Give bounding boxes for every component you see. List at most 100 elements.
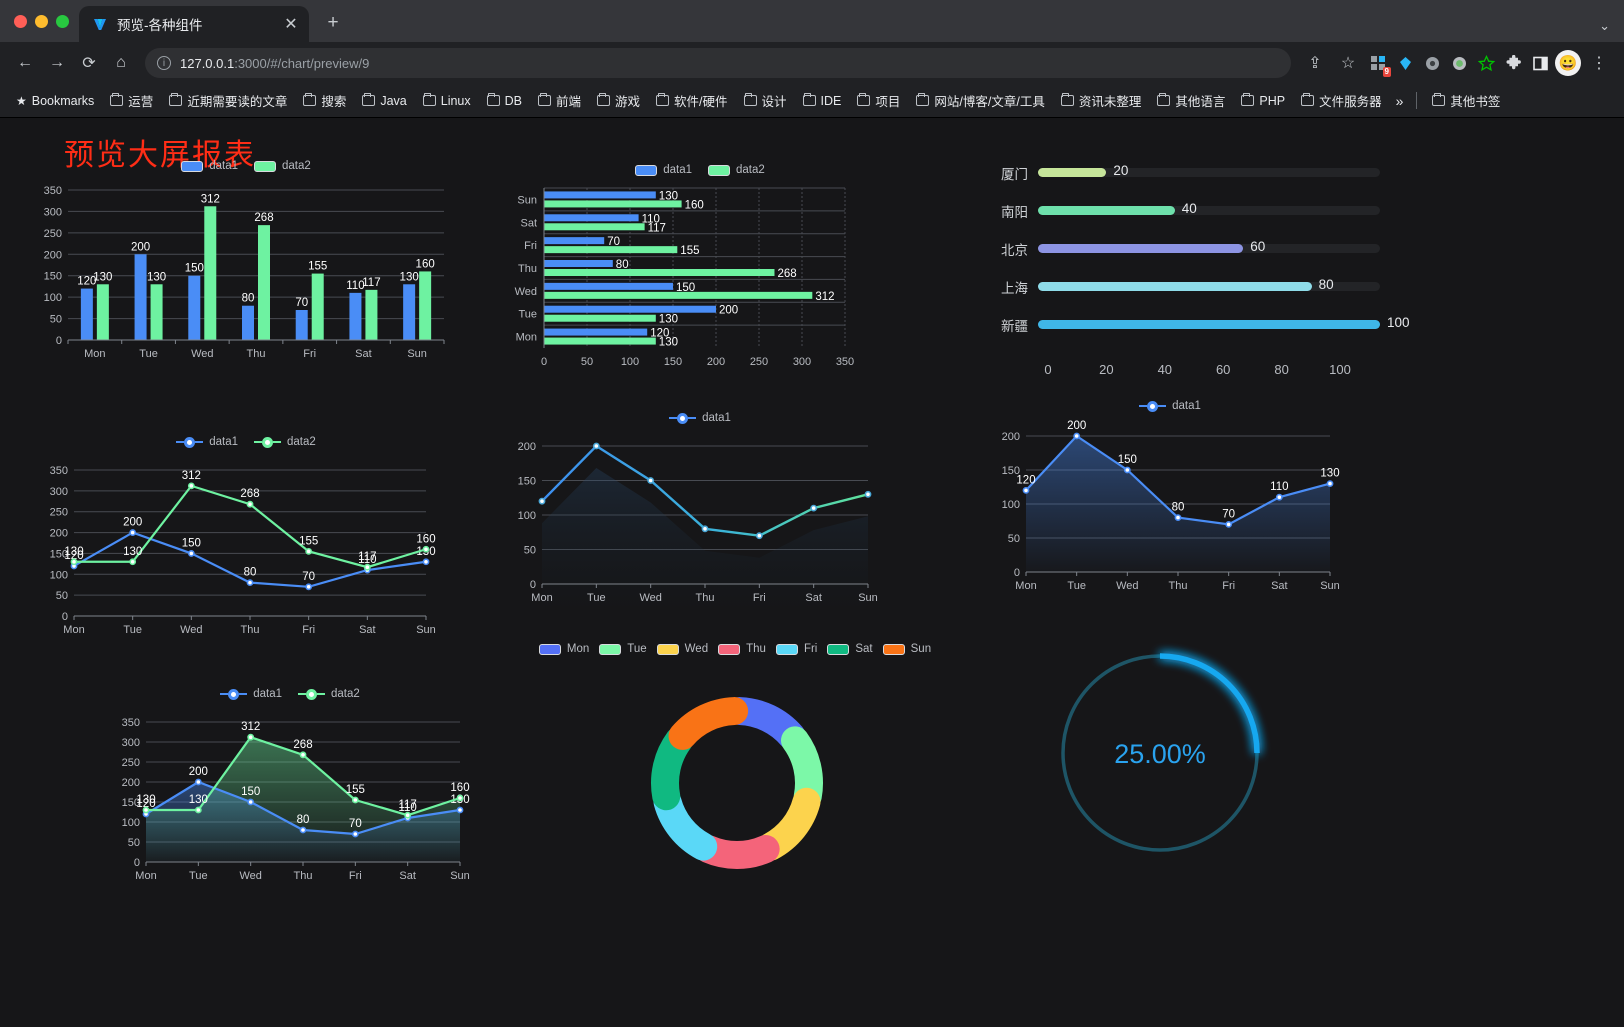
close-icon[interactable]: ✕ [284,16,298,33]
legend-item[interactable]: data1 [669,412,731,424]
legend-item[interactable]: data1 [220,688,282,700]
svg-text:80: 80 [244,567,257,579]
bookmarks-overflow-button[interactable]: » [1395,92,1404,109]
share-icon[interactable]: ⇪ [1308,55,1322,72]
close-window-button[interactable] [14,14,27,28]
legend-item[interactable]: data2 [254,436,316,448]
bookmark-item[interactable]: 近期需要读的文章 [162,88,294,113]
legend-item[interactable]: data1 [181,160,238,172]
svg-text:312: 312 [241,721,260,733]
bookmark-item[interactable]: 软件/硬件 [649,88,734,113]
legend-item[interactable]: Sat [827,643,873,655]
puzzle-icon[interactable] [1501,51,1525,75]
svg-text:Sat: Sat [1271,580,1288,592]
bookmark-item[interactable]: 运营 [103,88,160,113]
site-info-icon[interactable]: i [157,56,171,70]
svg-text:70: 70 [302,571,315,583]
star-outline-icon[interactable] [1474,51,1498,75]
bookmark-item[interactable]: 文件服务器 [1294,88,1389,113]
bookmark-item-root[interactable]: ★ Bookmarks [9,91,101,111]
address-bar[interactable]: i 127.0.0.1:3000/#/chart/preview/9 [145,48,1291,78]
svg-text:312: 312 [182,470,201,482]
pie-slice[interactable] [694,835,780,869]
circle-green-icon[interactable] [1447,51,1471,75]
bookmark-item[interactable]: 游戏 [590,88,647,113]
svg-text:268: 268 [293,739,312,751]
legend-item[interactable]: data2 [254,160,311,172]
avatar[interactable]: 😀 [1555,50,1581,76]
svg-text:Wed: Wed [515,286,537,298]
svg-text:160: 160 [416,258,435,270]
heart-icon [91,16,108,33]
legend-line [1139,400,1167,412]
bookmark-label: 设计 [761,95,787,109]
legend-item[interactable]: Wed [656,643,708,655]
bookmark-item[interactable]: 网站/博客/文章/工具 [909,88,1051,113]
chart-progress-bars: 厦门 20 南阳 40 北京 60 上海 80 新疆 100 0 20 40 60 80 100 [990,162,1410,393]
svg-text:70: 70 [607,236,620,248]
folder-icon [1060,92,1074,106]
extension-badge-count: 9 [1382,67,1391,77]
progress-label: 新疆 [1001,318,1028,335]
gear-icon[interactable] [1420,51,1444,75]
maximize-window-button[interactable] [56,14,69,28]
bookmark-item[interactable]: 搜索 [296,88,353,113]
bookmark-item[interactable]: 其他语言 [1150,88,1232,113]
svg-text:Sun: Sun [1320,580,1340,592]
bookmark-star-icon[interactable]: ☆ [1340,55,1356,72]
bookmark-item[interactable]: 前端 [531,88,588,113]
svg-text:130: 130 [1320,468,1339,480]
bookmark-item[interactable]: Linux [416,91,478,111]
svg-text:Mon: Mon [63,624,84,636]
minimize-window-button[interactable] [35,14,48,28]
legend-label: data1 [253,688,282,700]
extension-grid-icon[interactable]: 9 [1366,51,1391,77]
menu-icon[interactable]: ⋮ [1591,55,1607,72]
svg-text:155: 155 [680,245,699,257]
legend-item[interactable]: Tue [599,643,647,655]
legend-item[interactable]: Fri [775,643,817,655]
svg-text:117: 117 [362,277,380,289]
sidepanel-icon[interactable] [1528,51,1552,75]
legend-swatch [538,643,561,655]
new-tab-button[interactable]: + [327,12,339,33]
progress-value: 40 [1181,201,1197,216]
bookmark-item[interactable]: Java [355,91,413,111]
legend-label: data2 [331,688,360,700]
progress-row: 新疆 100 [990,314,1410,335]
forward-icon[interactable]: → [49,54,65,71]
legend-item[interactable]: Sun [882,643,931,655]
reload-icon[interactable]: ⟳ [82,55,96,72]
svg-text:Sat: Sat [805,592,822,604]
bookmark-item[interactable]: IDE [796,91,849,111]
diamond-icon[interactable] [1393,51,1417,75]
bookmark-item[interactable]: 资讯未整理 [1054,88,1149,113]
pie-slice[interactable] [668,697,749,750]
bookmark-item-other[interactable]: 其他书签 [1425,88,1507,113]
chevron-down-icon[interactable]: ⌄ [1599,18,1610,33]
svg-text:130: 130 [64,546,83,558]
legend-item[interactable]: Thu [718,643,766,655]
svg-text:120: 120 [650,328,669,340]
bookmark-item[interactable]: 项目 [850,88,907,113]
legend-item[interactable]: data2 [298,688,360,700]
legend-item[interactable]: data1 [635,164,692,176]
bookmark-item[interactable]: PHP [1234,91,1292,111]
progress-track: 40 [1038,201,1380,216]
svg-text:Tue: Tue [123,624,142,636]
legend-line [298,688,325,700]
home-icon[interactable]: ⌂ [116,54,126,71]
bookmark-item[interactable]: DB [480,91,529,111]
svg-text:150: 150 [518,476,536,488]
legend-label: Sat [855,643,873,655]
bookmark-item[interactable]: 设计 [737,88,794,113]
legend-item[interactable]: data2 [708,164,765,176]
progress-fill [1038,168,1107,177]
legend-item[interactable]: data1 [1139,400,1201,412]
back-icon[interactable]: ← [17,54,33,71]
progress-label: 北京 [1001,242,1028,259]
legend-item[interactable]: data1 [176,436,238,448]
bookmark-label: 网站/博客/文章/工具 [934,95,1045,109]
legend-item[interactable]: Mon [538,643,589,655]
browser-tab[interactable]: 预览-各种组件 ✕ [79,6,309,42]
